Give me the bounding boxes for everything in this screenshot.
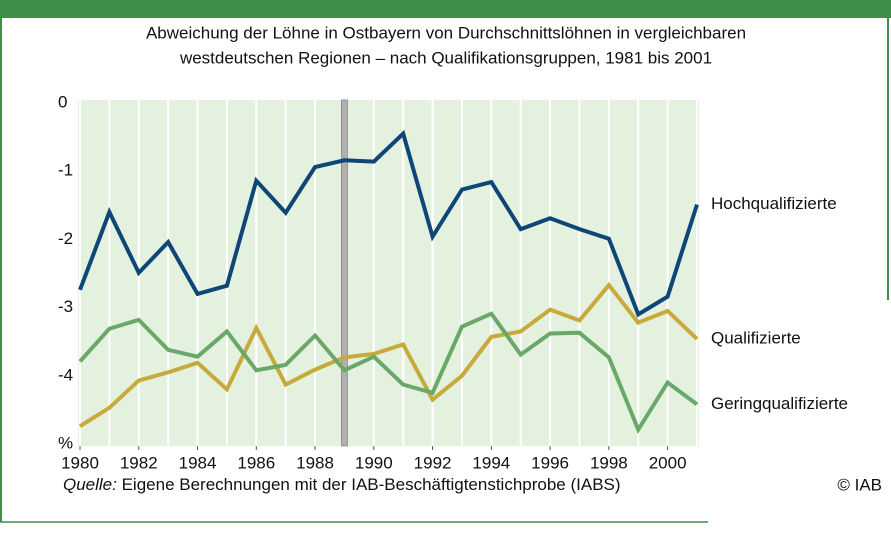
source-text: Eigene Berechnungen mit der IAB-Beschäft… [117, 475, 621, 494]
period-marker [341, 99, 348, 447]
y-tick-label: % [58, 433, 73, 452]
series-label: Geringqualifizierte [711, 394, 848, 413]
x-tick-label: 1986 [237, 453, 275, 472]
series-line [78, 281, 699, 428]
x-tick-label: 1992 [414, 453, 452, 472]
copyright: © IAB [837, 475, 882, 494]
x-tick-label: 1980 [61, 453, 99, 472]
series-line [78, 129, 699, 318]
x-tick-label: 1990 [355, 453, 393, 472]
y-tick-label: -4 [58, 365, 73, 384]
series-label: Qualifizierte [711, 328, 801, 347]
plot-background [78, 100, 699, 446]
y-tick-label: 0 [58, 92, 67, 111]
x-tick-label: 1982 [120, 453, 158, 472]
source: Quelle: Eigene Berechnungen mit der IAB-… [63, 475, 621, 494]
frame-right [887, 0, 889, 300]
source-label: Quelle: [63, 475, 117, 494]
x-tick-label: 1988 [296, 453, 334, 472]
x-tick-label: 1994 [472, 453, 510, 472]
x-tick-label: 1984 [179, 453, 217, 472]
frame-left [0, 0, 2, 522]
x-tick-label: 1998 [590, 453, 628, 472]
series-line [78, 311, 699, 435]
series-label: Hochqualifizierte [711, 194, 837, 213]
chart-title: Abweichung der Löhne in Ostbayern von Du… [146, 23, 746, 42]
chart-subtitle: westdeutschen Regionen – nach Qualifikat… [179, 48, 712, 67]
header-band [0, 0, 891, 18]
y-tick-label: -1 [58, 161, 73, 180]
x-tick-label: 2000 [649, 453, 687, 472]
y-tick-label: -2 [58, 229, 73, 248]
y-tick-label: -3 [58, 297, 73, 316]
x-tick-label: 1996 [531, 453, 569, 472]
